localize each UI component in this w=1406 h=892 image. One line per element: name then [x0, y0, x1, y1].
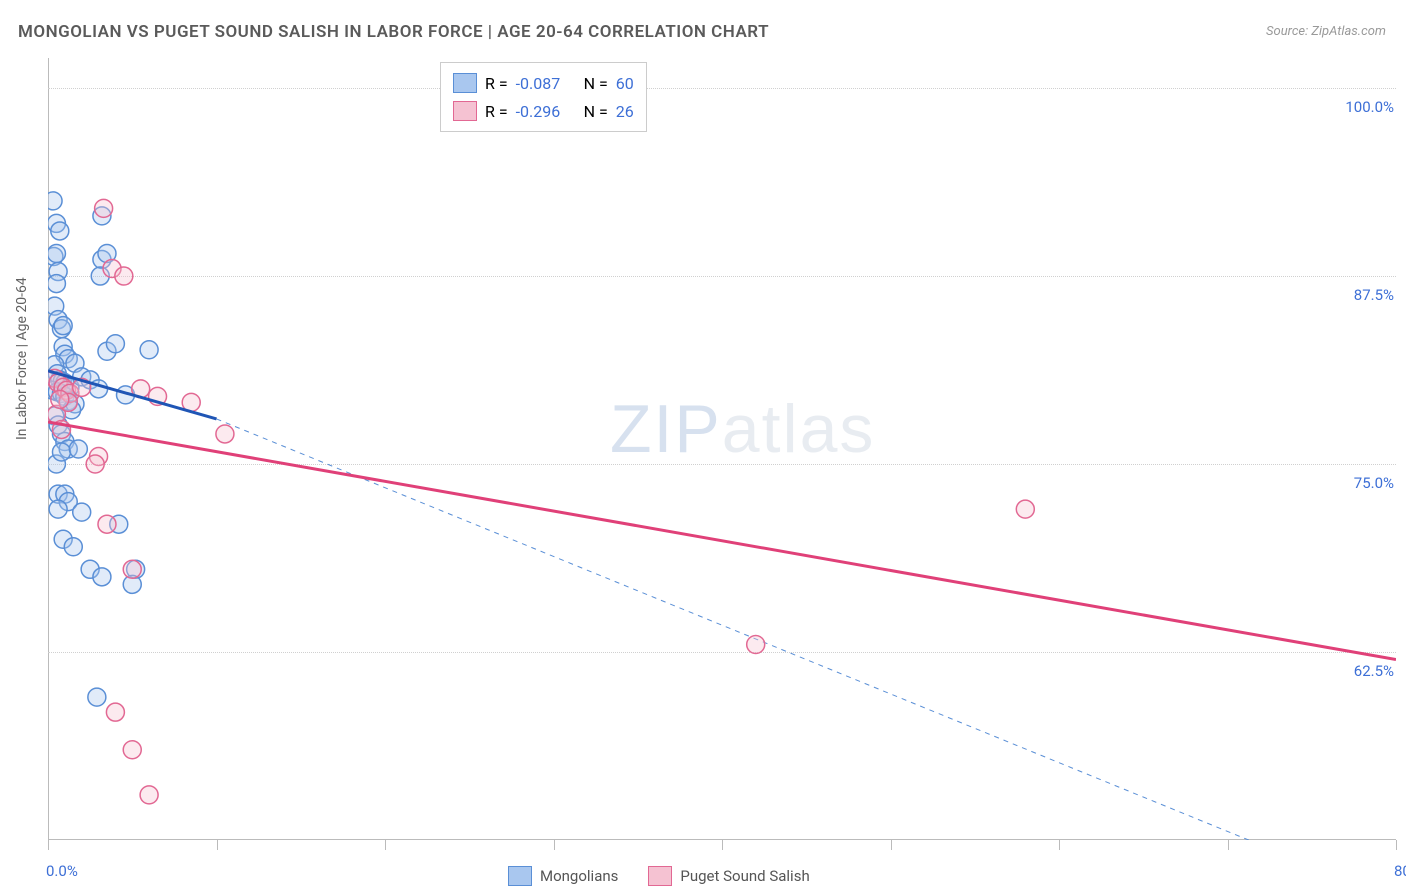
data-point — [88, 688, 106, 706]
x-tick-mark — [891, 840, 892, 850]
n-label: N = — [584, 74, 608, 93]
x-tick-mark — [722, 840, 723, 850]
data-point — [95, 199, 113, 217]
data-point — [64, 538, 82, 556]
r-value: -0.296 — [516, 102, 576, 121]
swatch-icon — [453, 73, 477, 93]
data-point — [69, 440, 87, 458]
data-point — [54, 317, 72, 335]
x-tick-mark — [217, 840, 218, 850]
r-label: R = — [485, 102, 508, 121]
data-point — [140, 786, 158, 804]
data-point — [98, 515, 116, 533]
legend-item-mongolians: Mongolians — [508, 866, 618, 886]
legend-row-salish: R = -0.296 N = 26 — [453, 97, 634, 125]
trend-line — [48, 422, 1396, 660]
r-value: -0.087 — [516, 74, 576, 93]
data-point — [86, 455, 104, 473]
data-point — [216, 425, 234, 443]
data-point — [115, 267, 133, 285]
x-tick-mark — [1228, 840, 1229, 850]
data-point — [48, 192, 62, 210]
data-point — [51, 222, 69, 240]
legend-row-mongolians: R = -0.087 N = 60 — [453, 69, 634, 97]
data-point — [51, 390, 69, 408]
data-point — [123, 741, 141, 759]
data-point — [140, 341, 158, 359]
scatter-plot — [48, 58, 1396, 840]
series-legend: Mongolians Puget Sound Salish — [508, 866, 810, 886]
r-label: R = — [485, 74, 508, 93]
x-tick-mark — [554, 840, 555, 850]
y-axis-label: In Labor Force | Age 20-64 — [14, 277, 30, 440]
source-label: Source: ZipAtlas.com — [1266, 24, 1386, 39]
legend-label: Mongolians — [540, 867, 618, 885]
n-value: 26 — [616, 102, 634, 121]
n-value: 60 — [616, 74, 634, 93]
data-point — [106, 703, 124, 721]
x-tick-mark — [48, 840, 49, 850]
swatch-icon — [508, 866, 532, 886]
data-point — [106, 335, 124, 353]
data-point — [123, 560, 141, 578]
data-point — [1016, 500, 1034, 518]
legend-label: Puget Sound Salish — [680, 867, 809, 885]
correlation-legend: R = -0.087 N = 60 R = -0.296 N = 26 — [440, 62, 647, 132]
data-point — [747, 636, 765, 654]
data-point — [49, 500, 67, 518]
data-point — [52, 443, 70, 461]
data-point — [73, 503, 91, 521]
x-tick-mark — [1396, 840, 1397, 850]
data-point — [93, 568, 111, 586]
swatch-icon — [648, 866, 672, 886]
legend-item-salish: Puget Sound Salish — [648, 866, 809, 886]
data-point — [48, 245, 65, 263]
n-label: N = — [584, 102, 608, 121]
x-tick-mark — [1059, 840, 1060, 850]
x-tick-label: 0.0% — [46, 862, 78, 880]
swatch-icon — [453, 101, 477, 121]
x-tick-label: 80.0% — [1394, 862, 1406, 880]
x-tick-mark — [385, 840, 386, 850]
chart-title: MONGOLIAN VS PUGET SOUND SALISH IN LABOR… — [18, 22, 769, 42]
data-point — [48, 275, 65, 293]
